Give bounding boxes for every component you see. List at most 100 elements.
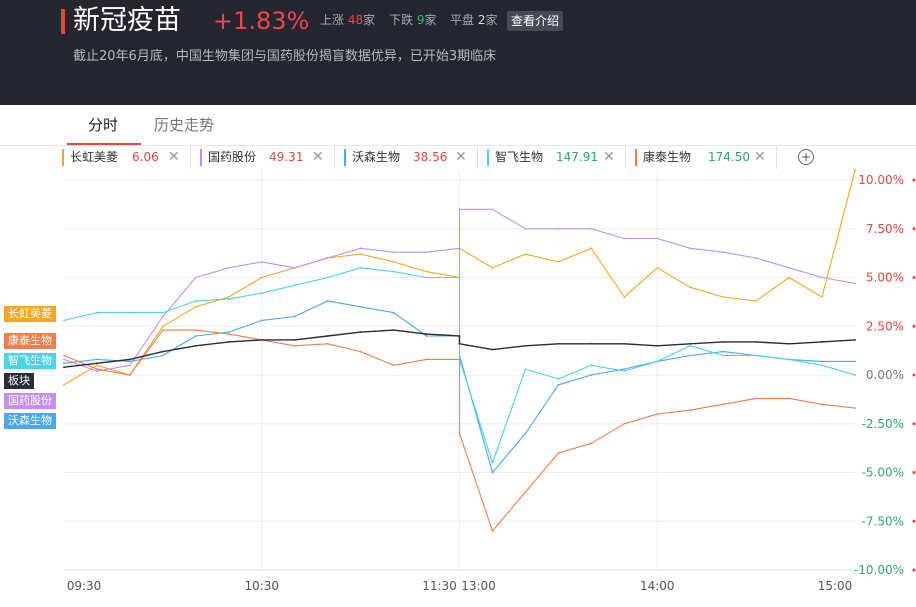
data-point	[854, 169, 856, 172]
data-point	[689, 354, 692, 357]
data-point	[392, 311, 395, 314]
compare-chip[interactable]: 国药股份 49.31 ✕	[200, 146, 335, 169]
sector-description: 截止20年6月底，中国生物集团与国药股份揭盲数据优异，已开始3期临床	[73, 49, 497, 64]
data-point	[326, 257, 329, 259]
series-line	[63, 267, 856, 464]
data-point	[788, 276, 790, 279]
data-point	[689, 247, 692, 250]
add-stock-icon[interactable]: +	[798, 149, 814, 165]
data-point	[392, 270, 395, 273]
x-tick-label: 14:00	[640, 579, 675, 593]
close-icon[interactable]: ✕	[312, 149, 324, 165]
y-tick-marker	[912, 422, 916, 426]
flat-count: 2	[477, 13, 486, 27]
data-point	[161, 311, 164, 314]
data-point	[557, 383, 560, 386]
data-point	[293, 266, 296, 269]
x-tick-label: 13:00	[461, 579, 496, 593]
data-point	[755, 340, 758, 343]
data-point	[689, 344, 692, 347]
tab-history[interactable]: 历史走势	[154, 116, 215, 134]
data-point	[227, 340, 230, 343]
close-icon[interactable]: ✕	[754, 149, 766, 165]
data-point	[161, 329, 164, 332]
data-point	[656, 237, 659, 240]
active-tab-indicator	[67, 143, 141, 145]
data-point	[227, 331, 230, 333]
series-tag: 长虹美菱	[4, 306, 56, 322]
data-point	[425, 270, 428, 273]
data-point	[194, 344, 197, 347]
data-point	[590, 374, 593, 376]
y-tick-marker	[912, 178, 916, 182]
data-point	[821, 340, 823, 343]
data-point	[96, 358, 98, 361]
data-point	[854, 282, 856, 285]
data-point	[623, 370, 626, 372]
header-panel: 新冠疫苗 +1.83% 上涨 48家 下跌 9家 平盘 2家 查看介绍 截止20…	[0, 0, 916, 105]
sector-title: 新冠疫苗	[73, 5, 181, 36]
close-icon[interactable]: ✕	[168, 149, 180, 165]
data-point	[656, 344, 659, 347]
compare-chip[interactable]: 长虹美菱 6.06 ✕	[62, 146, 191, 169]
chip-color-bar	[635, 149, 637, 166]
down-count: 9	[416, 13, 425, 27]
tab-intraday[interactable]: 分时	[88, 116, 119, 134]
data-point	[656, 360, 659, 363]
data-point	[557, 378, 560, 380]
data-point	[623, 422, 626, 425]
series-tag: 智飞生物	[4, 353, 56, 369]
data-point	[722, 403, 725, 406]
data-point	[755, 300, 758, 302]
sector-change-pct: +1.83%	[213, 7, 310, 35]
data-point	[755, 354, 758, 357]
chip-stock-name: 长虹美菱	[70, 150, 119, 164]
data-point	[359, 247, 362, 250]
data-point	[557, 342, 560, 345]
data-point	[359, 253, 362, 256]
y-tick-label: -5.00%	[862, 466, 904, 480]
data-point	[260, 319, 263, 322]
close-icon[interactable]: ✕	[603, 149, 615, 165]
data-point	[96, 311, 98, 314]
y-tick-label: -2.50%	[862, 417, 904, 431]
data-point	[557, 261, 560, 263]
data-point	[161, 325, 164, 328]
data-point	[656, 413, 659, 415]
data-point	[821, 360, 823, 363]
data-point	[458, 247, 461, 250]
compare-chip[interactable]: 沃森生物 38.56 ✕	[344, 146, 478, 169]
data-point	[260, 292, 263, 294]
chip-stock-name: 沃森生物	[352, 150, 401, 164]
data-point	[392, 251, 395, 254]
chip-stock-name: 智飞生物	[495, 150, 544, 164]
data-point	[788, 342, 790, 345]
view-intro-button[interactable]: 查看介绍	[507, 11, 564, 31]
data-point	[227, 333, 230, 335]
close-icon[interactable]: ✕	[455, 149, 467, 165]
data-point	[293, 284, 296, 287]
chip-color-bar	[487, 149, 489, 166]
compare-chip[interactable]: 康泰生物 174.50 ✕	[635, 146, 777, 169]
chip-stock-name: 康泰生物	[643, 150, 692, 164]
chip-color-bar	[200, 149, 202, 166]
data-point	[821, 276, 823, 279]
data-point	[96, 362, 98, 365]
data-point	[425, 251, 428, 254]
data-point	[623, 342, 626, 345]
data-point	[590, 342, 593, 345]
data-point	[227, 296, 230, 298]
data-point	[293, 344, 296, 347]
y-tick-marker	[912, 519, 916, 523]
compare-chip[interactable]: 智飞生物 147.91 ✕	[487, 146, 626, 169]
data-point	[458, 358, 461, 361]
y-tick-label: 5.00%	[866, 271, 904, 285]
data-point	[524, 253, 527, 256]
data-point	[63, 362, 65, 365]
x-tick-label: 11:30	[422, 579, 457, 593]
chip-color-bar	[344, 149, 346, 166]
data-point	[623, 296, 626, 298]
data-point	[689, 342, 692, 345]
data-point	[722, 251, 725, 254]
data-point	[590, 227, 593, 230]
